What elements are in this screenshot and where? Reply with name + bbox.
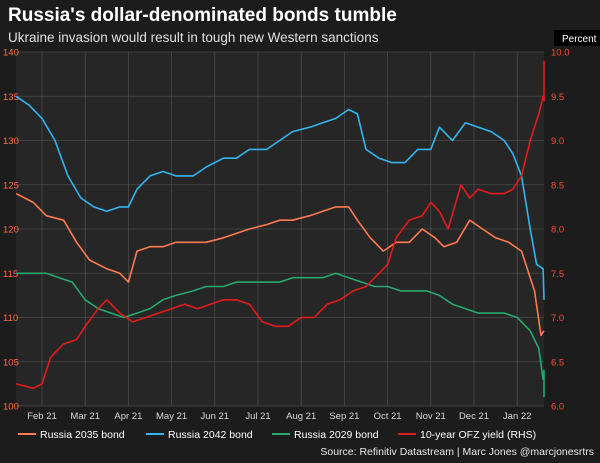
right-tick-label: 10.0: [551, 48, 570, 59]
x-axis-ticks: Feb 21 Mar 21 Apr 21 May 21 Jun 21 Jul 21 Aug …: [27, 411, 531, 422]
right-tick-label: 9.0: [551, 136, 564, 147]
x-tick-label: Jan 22: [503, 411, 532, 422]
x-tick-label: Jul 21: [245, 411, 270, 422]
series-line: [15, 60, 545, 390]
legend-label: Russia 2035 bond: [40, 429, 125, 441]
x-tick-label: Oct 21: [374, 411, 402, 422]
series-line: [16, 272, 545, 398]
right-axis-ticks: 6.0 6.5 7.0 7.5 8.0 8.5 9.0 9.5 10.0: [551, 48, 570, 413]
right-tick-label: 6.5: [551, 357, 564, 368]
legend-label: 10-year OFZ yield (RHS): [420, 429, 536, 441]
right-axis-label: Percent: [562, 34, 597, 45]
x-tick-label: Nov 21: [416, 411, 446, 422]
left-tick-label: 105: [3, 357, 19, 368]
x-tick-label: Aug 21: [286, 411, 316, 422]
left-tick-label: 125: [3, 180, 19, 191]
x-tick-label: Mar 21: [70, 411, 100, 422]
grid-lines: [16, 51, 544, 407]
right-tick-label: 7.5: [551, 269, 564, 280]
x-tick-label: Sep 21: [329, 411, 359, 422]
left-tick-label: 130: [3, 136, 19, 147]
x-tick-label: Apr 21: [114, 411, 142, 422]
left-tick-label: 110: [3, 313, 18, 324]
left-tick-label: 135: [3, 92, 19, 103]
x-tick-label: Feb 21: [27, 411, 57, 422]
right-tick-label: 6.0: [551, 402, 564, 413]
chart-subtitle: Ukraine invasion would result in tough n…: [8, 30, 379, 45]
right-tick-label: 7.0: [551, 313, 564, 324]
series-line: [15, 192, 545, 337]
chart-title: Russia's dollar-denominated bonds tumble: [8, 5, 397, 26]
right-tick-label: 8.0: [551, 225, 564, 236]
left-axis-ticks: 100 105 110 115 120 125 130 135 140: [3, 48, 19, 413]
series-line: [15, 95, 545, 300]
left-tick-label: 120: [3, 225, 19, 236]
series-lines: [15, 60, 545, 398]
right-axis-label-box: [554, 30, 600, 46]
x-tick-label: May 21: [156, 411, 187, 422]
right-tick-label: 9.5: [551, 92, 564, 103]
legend-label: Russia 2042 bond: [168, 429, 253, 441]
left-tick-label: 115: [3, 269, 18, 280]
right-tick-label: 8.5: [551, 180, 564, 191]
x-tick-label: Jun 21: [201, 411, 230, 422]
legend-label: Russia 2029 bond: [294, 429, 379, 441]
legend: Russia 2035 bond Russia 2042 bond Russia 2…: [18, 429, 536, 441]
source-note: Source: Refinitiv Datastream | Marc Jone…: [320, 446, 594, 458]
x-tick-label: Dec 21: [459, 411, 489, 422]
left-tick-label: 140: [3, 48, 19, 59]
left-tick-label: 100: [3, 402, 19, 413]
